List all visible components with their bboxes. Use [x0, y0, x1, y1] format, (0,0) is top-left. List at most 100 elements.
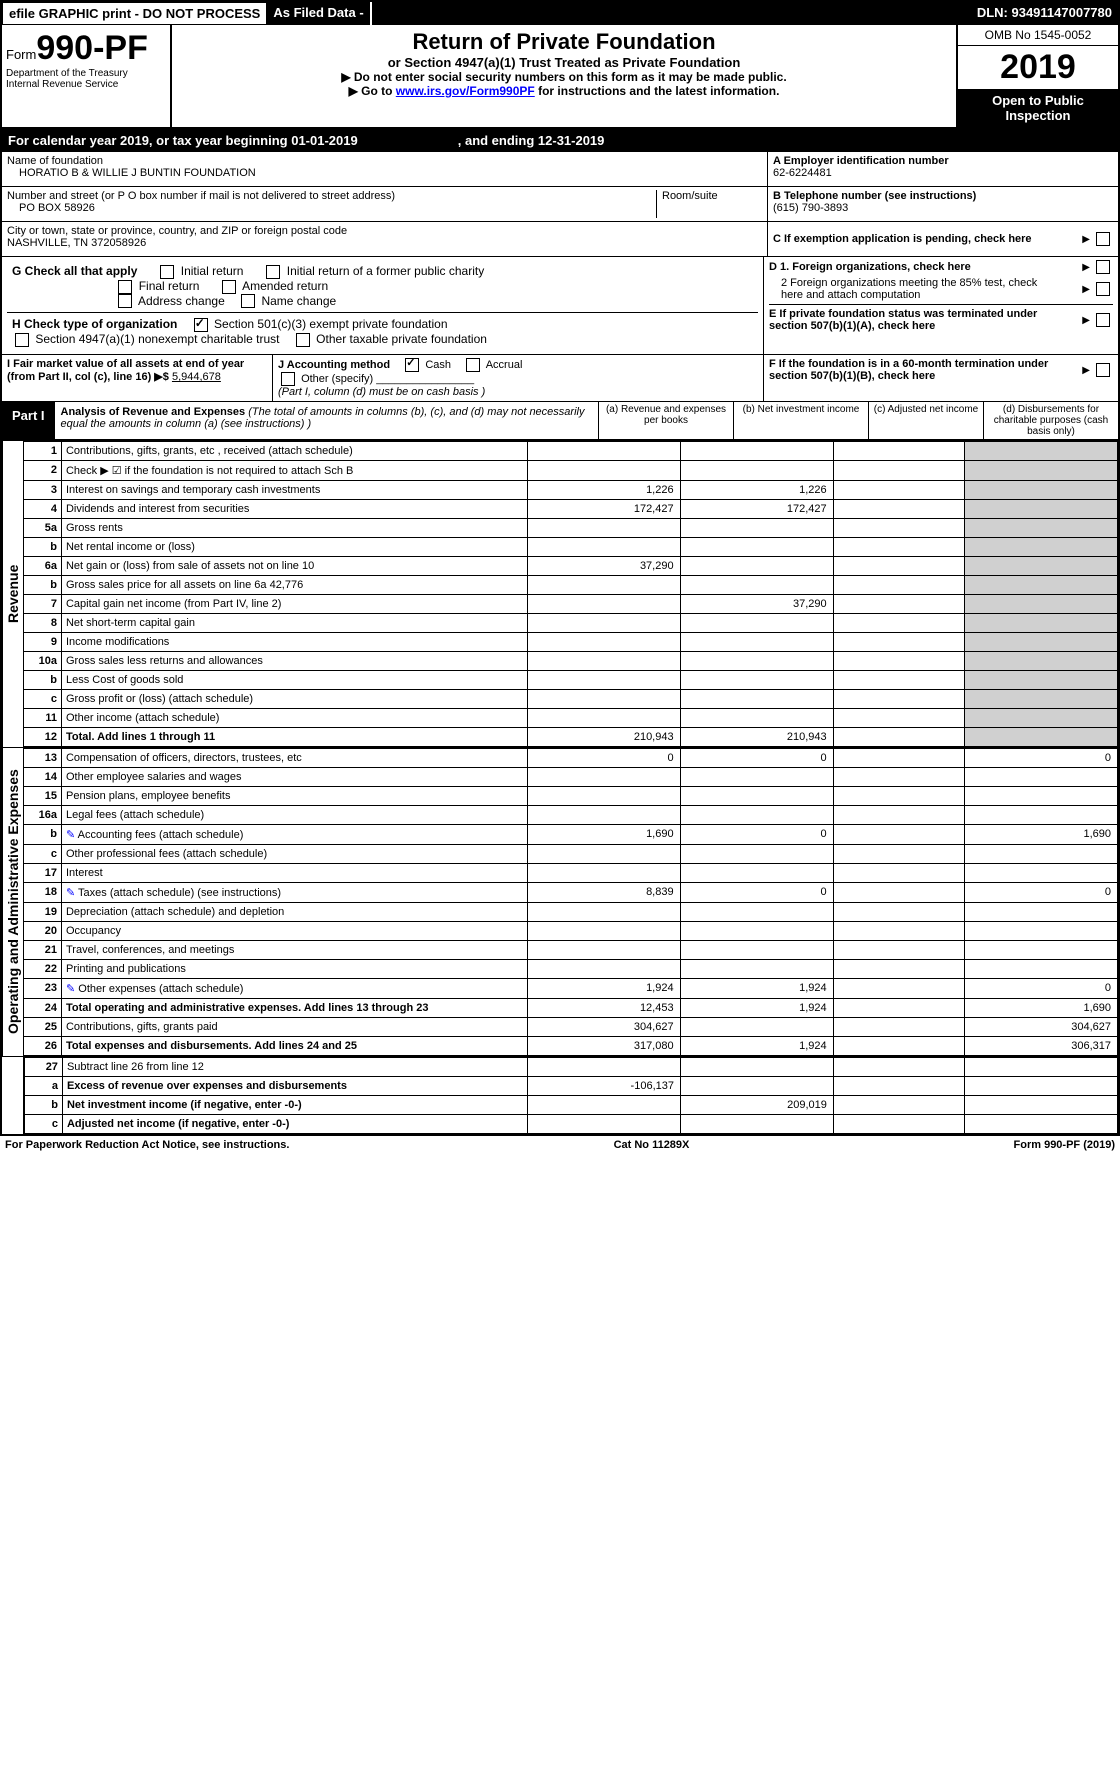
irs-link[interactable]: www.irs.gov/Form990PF: [396, 84, 535, 98]
inst-2: ▶ Go to www.irs.gov/Form990PF for instru…: [180, 84, 948, 98]
line-desc: Total operating and administrative expen…: [61, 999, 527, 1018]
omb-number: OMB No 1545-0052: [958, 25, 1118, 46]
col-c-value: [833, 500, 964, 519]
col-c-value: [833, 671, 964, 690]
table-row: 11Other income (attach schedule): [24, 709, 1118, 728]
col-d-value: [964, 538, 1117, 557]
table-row: bNet rental income or (loss): [24, 538, 1118, 557]
f-checkbox[interactable]: [1096, 363, 1110, 377]
line-number: 4: [24, 500, 62, 519]
h-4947-checkbox[interactable]: [15, 333, 29, 347]
col-d-value: [965, 1115, 1118, 1134]
g-opt-1: Initial return of a former public charit…: [287, 264, 484, 278]
table-row: 5aGross rents: [24, 519, 1118, 538]
h-501c3-checkbox[interactable]: [194, 318, 208, 332]
table-row: 4Dividends and interest from securities1…: [24, 500, 1118, 519]
line-number: 24: [24, 999, 62, 1018]
g-namechange-checkbox[interactable]: [241, 294, 255, 308]
col-b-value: 1,226: [680, 481, 833, 500]
col-b-value: [680, 903, 833, 922]
line-desc: Income modifications: [61, 633, 527, 652]
col-b-value: 1,924: [680, 1037, 833, 1056]
col-d-value: [964, 922, 1117, 941]
g-final-checkbox[interactable]: [118, 280, 132, 294]
d2-checkbox[interactable]: [1096, 282, 1110, 296]
col-c-value: [833, 845, 964, 864]
col-c-value: [833, 728, 964, 747]
col-b-value: [680, 806, 833, 825]
col-c-value: [833, 557, 964, 576]
table-row: 27Subtract line 26 from line 12: [25, 1058, 1118, 1077]
col-b-head: (b) Net investment income: [733, 402, 868, 439]
line-desc: Pension plans, employee benefits: [61, 787, 527, 806]
col-a-value: [527, 538, 680, 557]
j-other-checkbox[interactable]: [281, 372, 295, 386]
g-opt-5: Name change: [261, 294, 336, 308]
col-c-value: [833, 787, 964, 806]
table-row: 19Depreciation (attach schedule) and dep…: [24, 903, 1118, 922]
attachment-icon[interactable]: ✎: [66, 887, 75, 899]
line-number: 6a: [24, 557, 62, 576]
g-address-checkbox[interactable]: [118, 294, 132, 308]
col-a-value: 37,290: [527, 557, 680, 576]
line-number: 27: [25, 1058, 63, 1077]
g-amended-checkbox[interactable]: [222, 280, 236, 294]
col-c-value: [833, 442, 964, 461]
line-desc: Subtract line 26 from line 12: [62, 1058, 527, 1077]
col-d-value: 0: [964, 749, 1117, 768]
d1-checkbox[interactable]: [1096, 260, 1110, 274]
line-number: 19: [24, 903, 62, 922]
col-d-value: [964, 845, 1117, 864]
col-a-value: 172,427: [527, 500, 680, 519]
line-number: 17: [24, 864, 62, 883]
col-c-value: [833, 614, 964, 633]
col-b-value: 172,427: [680, 500, 833, 519]
line-desc: Compensation of officers, directors, tru…: [61, 749, 527, 768]
col-b-value: [680, 1058, 833, 1077]
col-d-value: [965, 1077, 1118, 1096]
expenses-table: 13Compensation of officers, directors, t…: [23, 748, 1118, 1056]
line-number: 5a: [24, 519, 62, 538]
inst-1: ▶ Do not enter social security numbers o…: [180, 70, 948, 84]
col-d-value: 1,690: [964, 825, 1117, 845]
line-number: c: [24, 690, 62, 709]
col-d-value: 1,690: [964, 999, 1117, 1018]
form-subtitle: or Section 4947(a)(1) Trust Treated as P…: [180, 55, 948, 70]
g-former-checkbox[interactable]: [266, 265, 280, 279]
e-checkbox[interactable]: [1096, 313, 1110, 327]
col-a-value: [527, 922, 680, 941]
header: Form990-PF Department of the Treasury In…: [2, 25, 1118, 129]
line-desc: Depreciation (attach schedule) and deple…: [61, 903, 527, 922]
col-d-value: [964, 557, 1117, 576]
table-row: 2Check ▶ ☑ if the foundation is not requ…: [24, 461, 1118, 481]
line-desc: Dividends and interest from securities: [61, 500, 527, 519]
attachment-icon[interactable]: ✎: [66, 983, 75, 995]
line-desc: Travel, conferences, and meetings: [61, 941, 527, 960]
street-value: PO BOX 58926: [7, 202, 651, 214]
col-c-value: [833, 461, 964, 481]
g-initial-checkbox[interactable]: [160, 265, 174, 279]
h-other-checkbox[interactable]: [296, 333, 310, 347]
line-number: 18: [24, 883, 62, 903]
j-cash-checkbox[interactable]: [405, 358, 419, 372]
col-d-value: [964, 481, 1117, 500]
col-b-value: 1,924: [680, 979, 833, 999]
c-checkbox[interactable]: [1096, 232, 1110, 246]
col-b-value: 1,924: [680, 999, 833, 1018]
table-row: 15Pension plans, employee benefits: [24, 787, 1118, 806]
table-row: b✎ Accounting fees (attach schedule)1,69…: [24, 825, 1118, 845]
table-row: 22Printing and publications: [24, 960, 1118, 979]
line-desc: Gross sales less returns and allowances: [61, 652, 527, 671]
line-number: b: [24, 538, 62, 557]
j-accrual-checkbox[interactable]: [466, 358, 480, 372]
col-a-value: [527, 595, 680, 614]
attachment-icon[interactable]: ✎: [66, 829, 75, 841]
col-c-value: [833, 960, 964, 979]
h-opt3: Other taxable private foundation: [316, 332, 487, 346]
col-d-value: [964, 787, 1117, 806]
col-b-value: [680, 1077, 833, 1096]
line-number: 11: [24, 709, 62, 728]
col-b-value: [680, 576, 833, 595]
col-b-value: 0: [680, 883, 833, 903]
part1-title: Analysis of Revenue and Expenses: [61, 406, 246, 418]
